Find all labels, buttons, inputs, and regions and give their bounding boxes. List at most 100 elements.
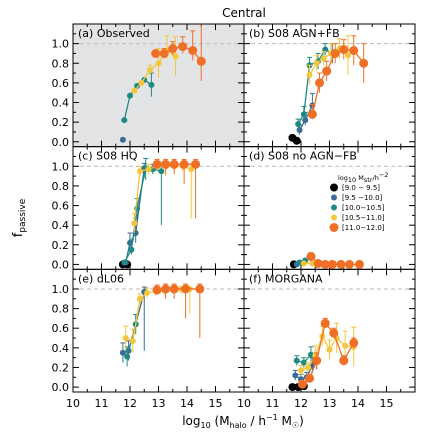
series-2 (119, 136, 126, 143)
data-point (322, 66, 332, 76)
data-point (306, 72, 313, 79)
data-point (327, 259, 337, 269)
panel-label: (e) dL06 (78, 272, 124, 285)
data-point (354, 259, 364, 269)
legend-entry: [9.5 −10.0] (342, 194, 383, 202)
series-5 (297, 317, 359, 389)
data-point (151, 48, 161, 58)
panel-frame (243, 268, 416, 393)
y-tick-label: 0.8 (52, 303, 70, 316)
x-tick-label: 13 (152, 397, 166, 410)
series-4 (298, 322, 357, 376)
data-point (300, 260, 307, 267)
data-point (313, 258, 323, 268)
legend-title-sup: −2 (379, 171, 389, 179)
data-point (339, 45, 349, 55)
panel-4: (d) S08 no AGN−FB (243, 146, 416, 270)
y-tick-label: 0.8 (52, 57, 70, 70)
data-point (300, 111, 307, 118)
data-point (293, 357, 300, 364)
data-point (320, 259, 330, 269)
panel-label: (a) Observed (78, 27, 150, 40)
y-axis-label-f: f (11, 232, 26, 237)
data-point (326, 346, 333, 353)
legend-marker (331, 194, 337, 201)
data-point (312, 356, 322, 366)
x-tick-label: 12 (294, 397, 308, 410)
legend-marker (331, 204, 337, 211)
x-tick-label: 15 (380, 397, 394, 410)
y-tick-label: 0.6 (52, 322, 70, 335)
data-point (300, 359, 307, 366)
y-tick-label: 0.4 (52, 219, 70, 232)
legend-title-log: log (338, 174, 348, 182)
x-tick-label: 11 (266, 397, 280, 410)
data-point (342, 342, 349, 349)
data-point (145, 166, 152, 173)
data-point (136, 295, 143, 302)
data-point (121, 259, 128, 266)
data-point (320, 55, 327, 62)
x-axis-label-sup: −1 (266, 413, 278, 422)
data-point (288, 383, 297, 392)
panel-label: (b) S08 AGN+FB (249, 27, 340, 40)
data-point (127, 92, 133, 99)
panel-label: (d) S08 no AGN−FB (249, 150, 357, 163)
data-point (129, 337, 136, 344)
data-point (119, 136, 126, 143)
data-point (292, 372, 299, 379)
data-point (305, 373, 315, 383)
data-point (296, 126, 303, 133)
data-point (158, 168, 165, 175)
y-tick-label: 0.2 (52, 239, 70, 252)
x-tick-label: 14 (351, 397, 365, 410)
data-point (181, 284, 191, 294)
panel-label: (c) S08 HQ (78, 150, 138, 163)
y-tick-label: 0.0 (52, 136, 70, 149)
x-axis-label-sub: 10 (201, 421, 211, 430)
x-axis-label-log: log (182, 414, 200, 428)
data-point (349, 45, 359, 55)
data-point (172, 53, 179, 60)
y-tick-label: 0.2 (52, 361, 70, 374)
series-3 (121, 157, 165, 266)
data-point (134, 82, 141, 89)
data-point (359, 58, 369, 68)
legend-marker (329, 223, 339, 232)
series-5 (152, 283, 205, 339)
y-axis-label-sub: passive (18, 198, 28, 232)
data-point (329, 328, 339, 338)
data-point (305, 364, 312, 371)
panel-shading (73, 24, 244, 147)
panel-3: (c) S08 HQ 0.0 0.2 0.4 0.6 0.8 1.0 (52, 146, 245, 271)
data-point (168, 44, 178, 54)
data-point (306, 252, 316, 262)
series-5 (306, 252, 364, 269)
legend-marker (331, 214, 337, 221)
data-point (148, 81, 155, 88)
panel-6: (f) MORGANA 10 11 12 13 14 15 (237, 268, 416, 410)
data-point (330, 48, 340, 58)
data-point (136, 168, 143, 175)
y-tick-label: 0.4 (52, 342, 70, 355)
x-tick-label: 10 (237, 397, 251, 410)
legend-title: log10 Mstr/h−2 (338, 171, 388, 184)
x-axis-label-m: (M (211, 414, 230, 428)
panel-2: (b) S08 AGN+FB (243, 23, 416, 148)
data-point (313, 60, 320, 67)
y-tick-label: 0.0 (52, 258, 70, 271)
panel-5: (e) dL06 0.0 0.2 0.4 0.6 0.8 1.0 10 11 12 13 14 15 (52, 268, 245, 410)
x-tick-label: 13 (323, 397, 337, 410)
data-point (152, 285, 162, 295)
y-tick-label: 1.0 (52, 160, 70, 173)
data-point (345, 52, 352, 59)
data-point (152, 159, 162, 169)
data-point (121, 117, 128, 124)
data-point (307, 109, 317, 119)
x-axis-label: log10 (Mhalo / h−1 M☉) (182, 413, 304, 430)
data-point (169, 159, 179, 169)
data-point (320, 318, 330, 328)
y-axis-label: fpassive (11, 198, 28, 237)
data-point (131, 87, 138, 94)
data-point (161, 284, 171, 294)
